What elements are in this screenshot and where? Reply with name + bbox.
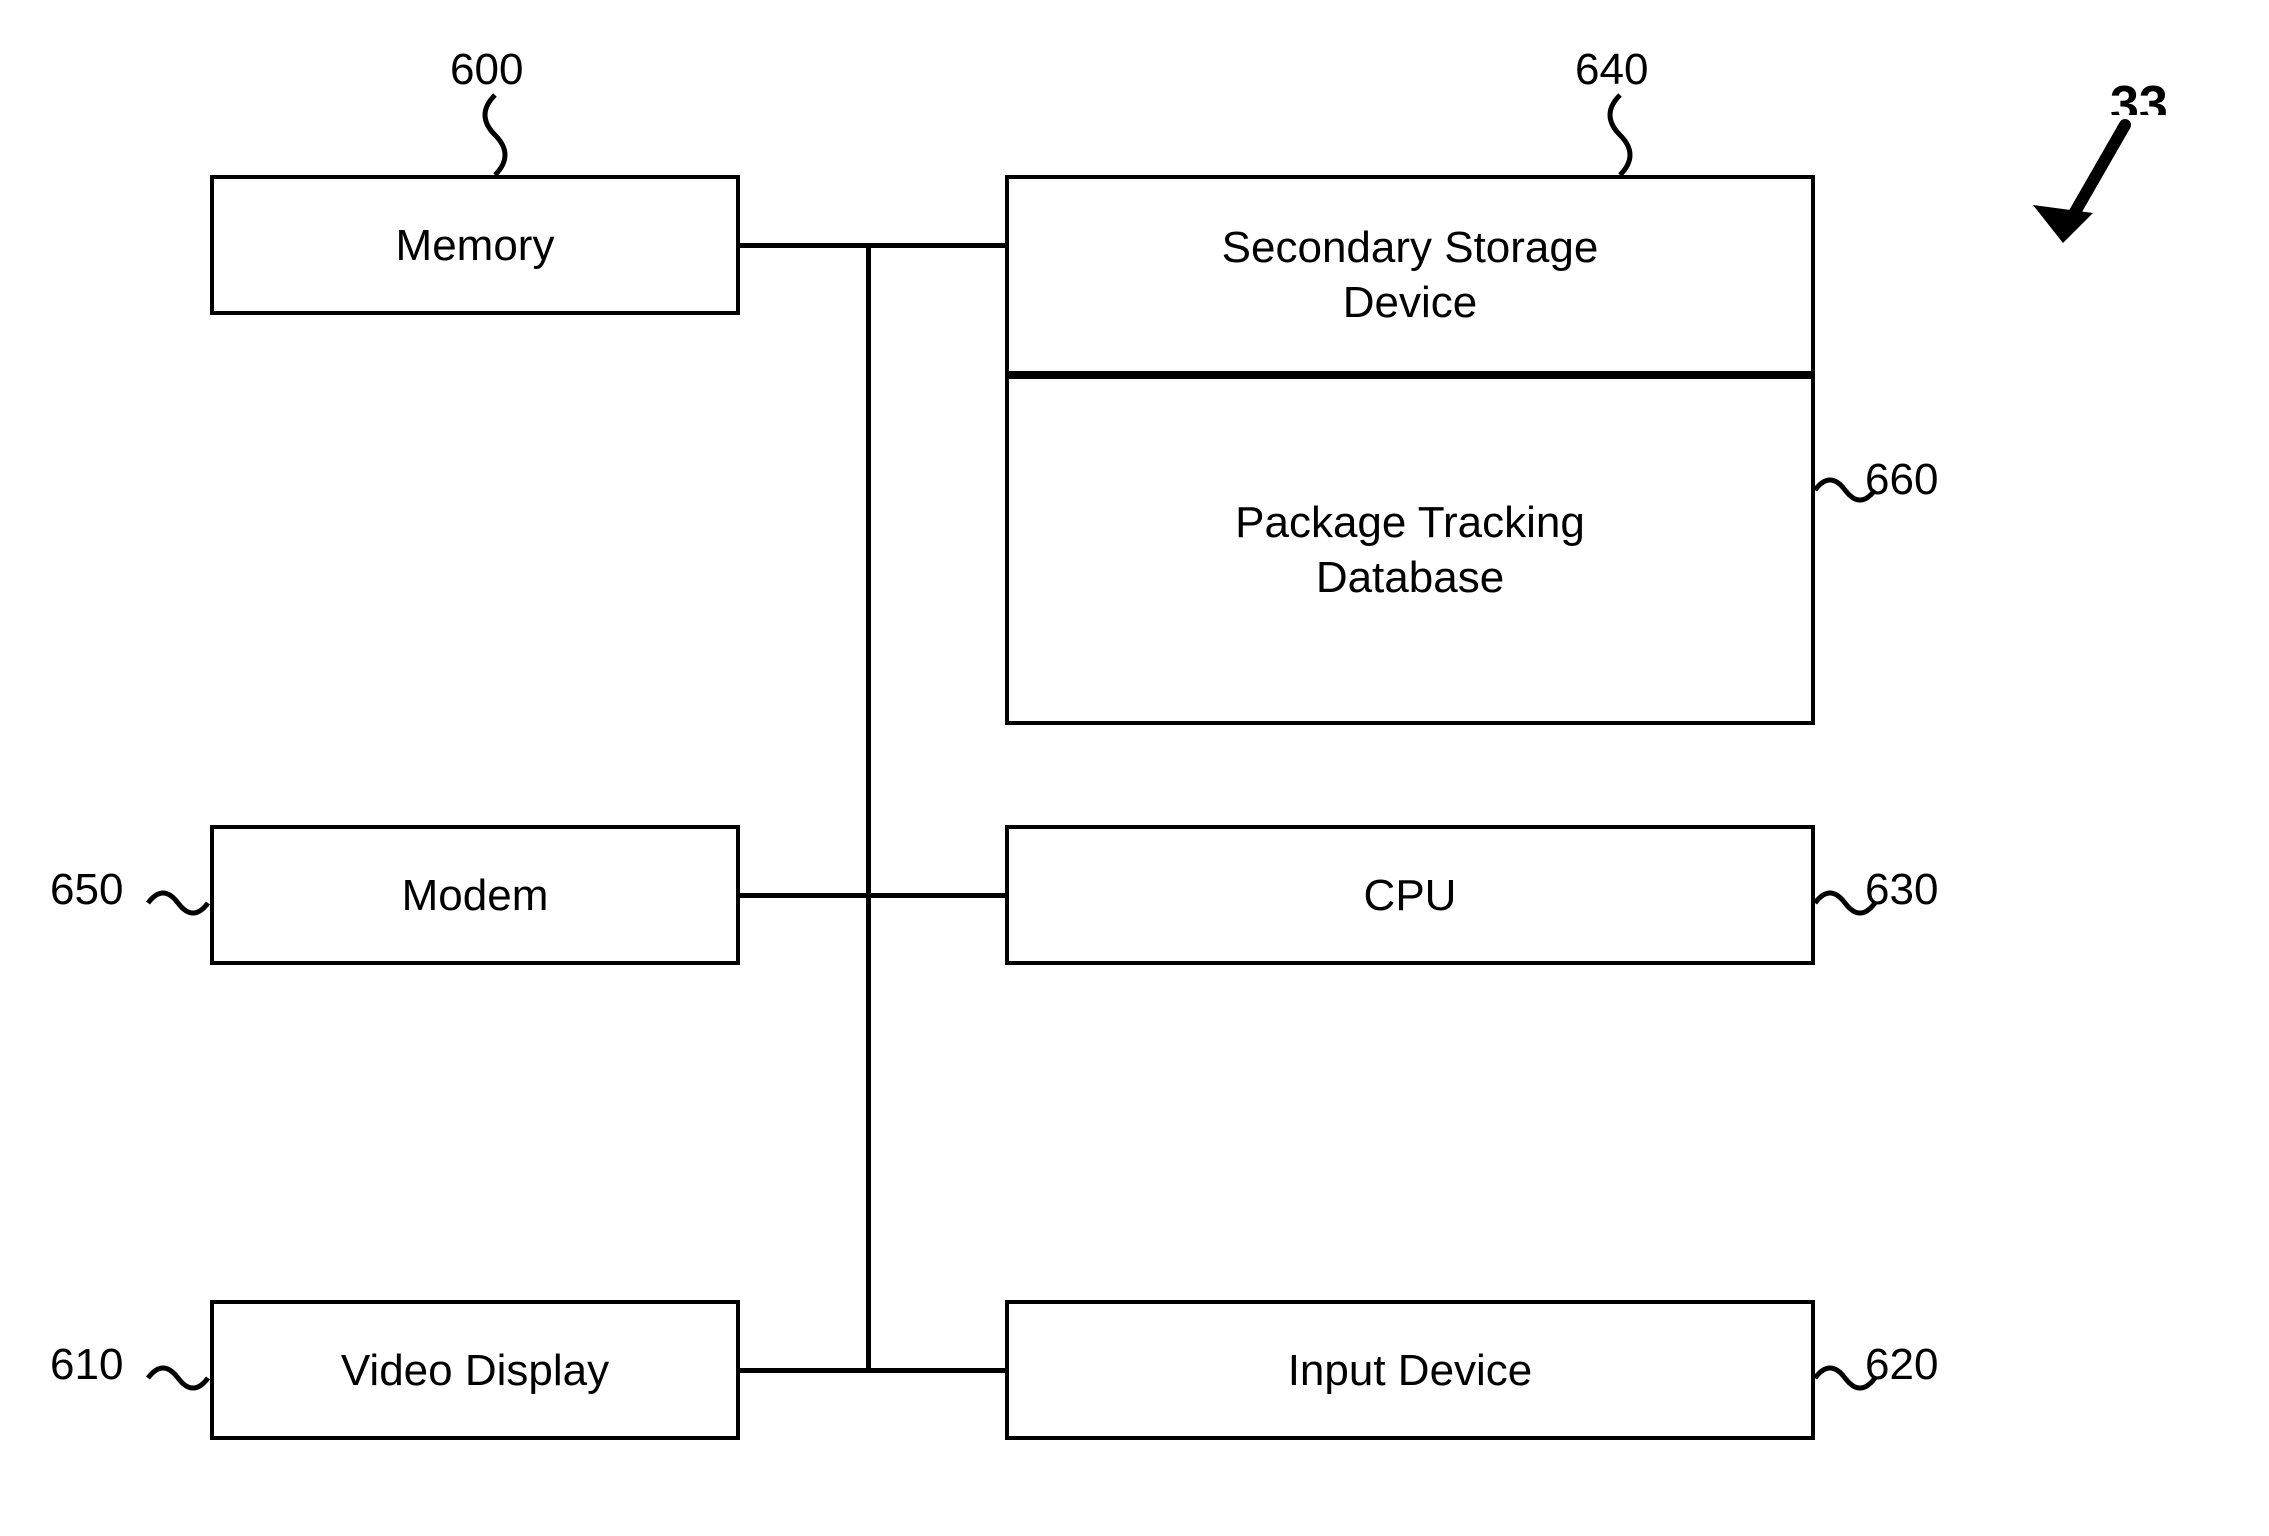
database-squiggle-icon: [1815, 465, 1875, 515]
storage-box: Secondary Storage Device: [1005, 175, 1815, 375]
database-ref: 660: [1865, 455, 1938, 505]
bus-vertical: [866, 245, 871, 1370]
memory-squiggle-icon: [465, 95, 525, 175]
diagram-canvas: 33 Memory 600 Secondary Storage Device 6…: [0, 0, 2269, 1536]
video-ref: 610: [50, 1340, 123, 1390]
bus-h-mid: [740, 893, 1005, 898]
cpu-box: CPU: [1005, 825, 1815, 965]
storage-ref: 640: [1575, 45, 1648, 95]
memory-label: Memory: [386, 218, 565, 273]
video-label: Video Display: [331, 1343, 619, 1398]
modem-label: Modem: [392, 868, 559, 923]
modem-box: Modem: [210, 825, 740, 965]
database-label: Package Tracking Database: [1225, 495, 1595, 605]
cpu-label: CPU: [1354, 868, 1467, 923]
memory-ref: 600: [450, 45, 523, 95]
bus-h-top: [740, 243, 1005, 248]
input-label: Input Device: [1278, 1343, 1543, 1398]
modem-squiggle-icon: [148, 878, 208, 928]
database-box: Package Tracking Database: [1005, 375, 1815, 725]
memory-box: Memory: [210, 175, 740, 315]
bus-h-bot: [740, 1368, 1005, 1373]
input-box: Input Device: [1005, 1300, 1815, 1440]
input-ref: 620: [1865, 1340, 1938, 1390]
input-squiggle-icon: [1815, 1353, 1875, 1403]
cpu-ref: 630: [1865, 865, 1938, 915]
modem-ref: 650: [50, 865, 123, 915]
figure-arrow: [2015, 115, 2165, 295]
video-squiggle-icon: [148, 1353, 208, 1403]
video-box: Video Display: [210, 1300, 740, 1440]
storage-label: Secondary Storage Device: [1212, 220, 1609, 330]
storage-squiggle-icon: [1590, 95, 1650, 175]
cpu-squiggle-icon: [1815, 878, 1875, 928]
